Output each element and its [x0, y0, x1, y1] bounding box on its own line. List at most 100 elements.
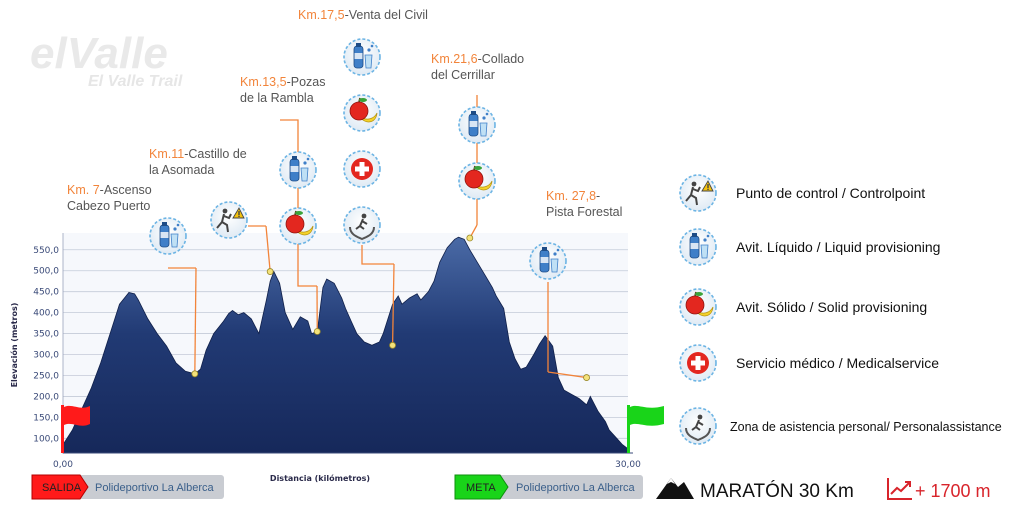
checkpoint-1: Km. 7-Ascenso Cabezo Puerto [67, 183, 199, 378]
leader-line [547, 371, 587, 379]
legend-label: Servicio médico / Medicalservice [736, 355, 939, 371]
controlpoint-icon [211, 202, 247, 238]
y-tick-label: 200,0 [33, 392, 59, 402]
assistance-icon [680, 408, 716, 444]
checkpoint-marker [313, 328, 321, 335]
checkpoint-label: Km.13,5-Pozas [240, 75, 325, 89]
y-tick-label: 450,0 [33, 288, 59, 298]
legend: Punto de control / Controlpoint Avit. Líq… [680, 175, 1002, 444]
water-icon [530, 243, 566, 279]
start-bar: SALIDA Polideportivo La Alberca [31, 474, 224, 500]
fruit-icon [680, 289, 716, 325]
y-tick-label: 550,0 [33, 246, 59, 256]
checkpoint-5: Km.21,6-Collado del Cerrillar [431, 52, 524, 242]
fruit-icon [344, 95, 380, 131]
legend-item: Avit. Líquido / Liquid provisioning [680, 229, 940, 265]
y-tick-label: 400,0 [33, 309, 59, 319]
leader-line [194, 267, 197, 374]
start-location: Polideportivo La Alberca [95, 482, 215, 494]
checkpoint-marker [389, 341, 396, 349]
checkpoint-label: Km. 7-Ascenso [67, 183, 152, 197]
y-tick-label: 100,0 [33, 434, 59, 444]
finish-flag [627, 405, 664, 453]
checkpoint-name: - [596, 189, 600, 203]
checkpoint-4: Km.17,5-Venta del Civil [298, 8, 428, 349]
logo-name: elValle [30, 29, 168, 78]
elevation-gain-icon [887, 478, 912, 500]
checkpoint-name-line2: Cabezo Puerto [67, 199, 150, 213]
checkpoint-km: Km.21,6 [431, 52, 478, 66]
legend-item: Punto de control / Controlpoint [680, 175, 925, 211]
checkpoint-label: Km.17,5-Venta del Civil [298, 8, 428, 22]
checkpoint-name: -Pozas [287, 75, 326, 89]
legend-item: Servicio médico / Medicalservice [680, 345, 939, 381]
checkpoint-name-line2: del Cerrillar [431, 68, 495, 82]
controlpoint-icon [680, 175, 716, 211]
mountain-icon [656, 478, 694, 499]
checkpoint-name: -Collado [478, 52, 525, 66]
legend-label: Zona de asistencia personal/ Personalass… [730, 420, 1002, 434]
checkpoint-label: Km.21,6-Collado [431, 52, 524, 66]
checkpoint-6: Km. 27,8- Pista Forestal [530, 189, 622, 381]
water-icon [459, 107, 495, 143]
checkpoint-label: Km. 27,8- [546, 189, 600, 203]
checkpoint-marker [583, 374, 590, 381]
checkpoint-name: -Castillo de [184, 147, 247, 161]
checkpoint-name-line2: la Asomada [149, 163, 214, 177]
race-title: MARATÓN 30 Km [700, 480, 854, 502]
y-tick-label: 300,0 [33, 351, 59, 361]
finish-bar: META Polideportivo La Alberca [454, 474, 643, 500]
water-icon [344, 39, 380, 75]
leader-line [391, 263, 395, 346]
checkpoint-marker [466, 234, 474, 242]
x-tick-label-start: 0,00 [53, 460, 73, 470]
checkpoint-marker [191, 370, 199, 378]
checkpoint-km: Km.17,5 [298, 8, 345, 22]
race-info: MARATÓN 30 Km + 1700 m [656, 478, 991, 502]
leader-line [361, 245, 394, 265]
y-tick-label: 150,0 [33, 413, 59, 423]
y-tick-label: 250,0 [33, 371, 59, 381]
checkpoint-name-line2: Pista Forestal [546, 205, 622, 219]
checkpoint-name: -Venta del Civil [345, 8, 428, 22]
water-icon [280, 152, 316, 188]
elevation-gain: + 1700 m [915, 481, 991, 501]
checkpoint-km: Km.13,5 [240, 75, 287, 89]
y-tick-label: 500,0 [33, 267, 59, 277]
legend-item: Zona de asistencia personal/ Personalass… [680, 408, 1002, 444]
logo-watermark: elValle El Valle Trail [30, 29, 183, 90]
checkpoint-km: Km. 7 [67, 183, 100, 197]
finish-tag: META [466, 482, 496, 494]
checkpoint-2: Km.11-Castillo de la Asomada [149, 147, 274, 275]
logo-subtitle: El Valle Trail [88, 73, 183, 90]
assistance-icon [344, 207, 380, 243]
legend-label: Avit. Sólido / Solid provisioning [736, 299, 927, 315]
fruit-icon [459, 163, 495, 199]
checkpoint-label: Km.11-Castillo de [149, 147, 247, 161]
medical-icon [680, 345, 716, 381]
checkpoint-name: -Ascenso [100, 183, 152, 197]
y-axis-ticks: 100,0 150,0 200,0 250,0 300,0 350,0 400,0 450,0… [33, 246, 59, 445]
leader-line [280, 119, 317, 287]
fruit-icon [280, 208, 316, 244]
legend-item: Avit. Sólido / Solid provisioning [680, 289, 927, 325]
finish-location: Polideportivo La Alberca [516, 482, 636, 494]
start-flag [61, 405, 90, 453]
checkpoint-km: Km. 27,8 [546, 189, 596, 203]
leader-line [265, 225, 271, 272]
x-tick-label-end: 30,00 [615, 460, 641, 470]
y-axis-label: Elevación (metros) [9, 303, 19, 388]
medical-icon [344, 151, 380, 187]
start-tag: SALIDA [42, 482, 82, 494]
checkpoint-km: Km.11 [149, 147, 184, 161]
checkpoint-marker [266, 268, 274, 275]
x-axis-label: Distancia (kilómetros) [270, 473, 370, 483]
legend-label: Punto de control / Controlpoint [736, 185, 925, 201]
water-icon [680, 229, 716, 265]
checkpoint-name-line2: de la Rambla [240, 91, 314, 105]
legend-label: Avit. Líquido / Liquid provisioning [736, 239, 940, 255]
checkpoint-3: Km.13,5-Pozas de la Rambla [240, 75, 325, 335]
water-icon [150, 218, 186, 254]
